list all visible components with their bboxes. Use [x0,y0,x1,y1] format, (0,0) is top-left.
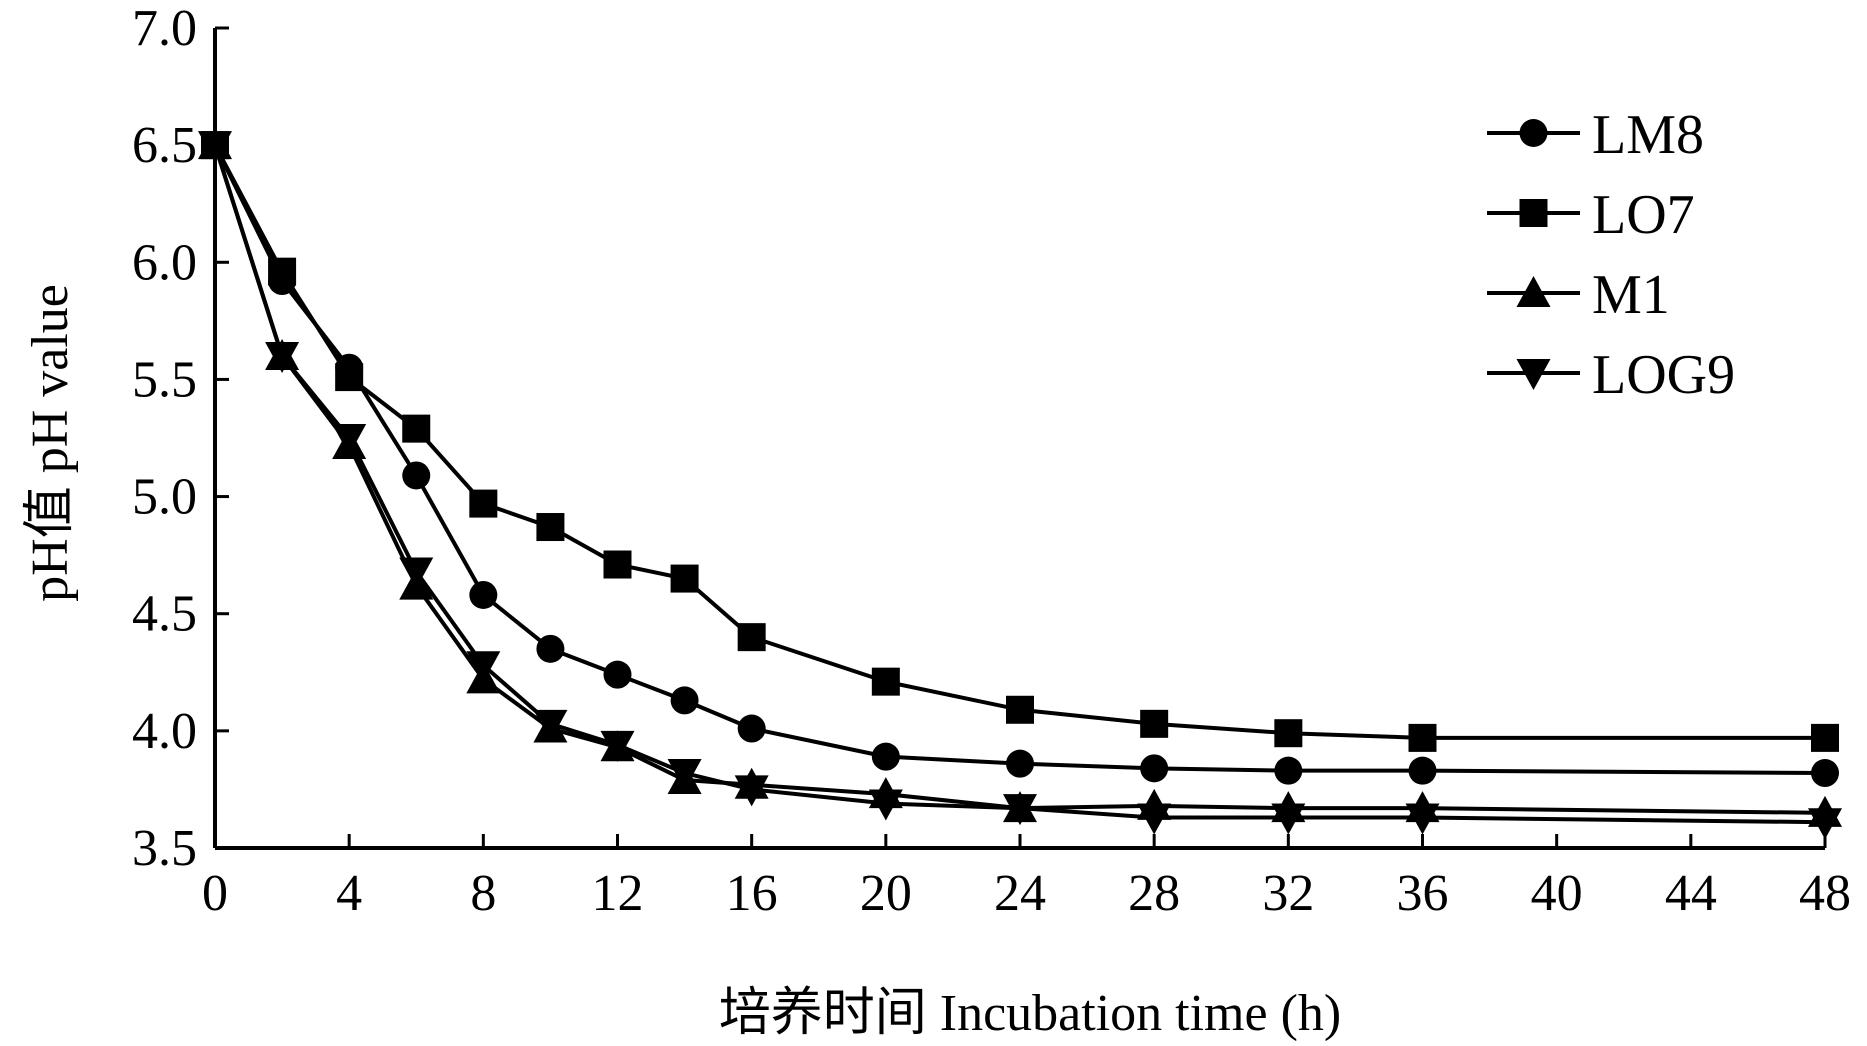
y-tick-label: 3.5 [132,820,197,877]
legend-marker-lo7 [1519,199,1548,227]
data-point-lo7 [536,513,565,542]
data-point-log9 [868,789,903,821]
x-tick-label: 4 [336,865,362,922]
x-axis-title: 培养时间 Incubation time (h) [719,985,1341,1042]
data-point-lm8 [402,461,431,490]
series-log9 [198,131,1842,840]
legend-label: LOG9 [1592,344,1735,406]
legend-marker-log9 [1516,359,1551,390]
x-tick-label: 32 [1262,865,1314,922]
data-point-lm8 [536,634,565,663]
y-tick-label: 4.0 [132,703,197,760]
y-tick-label: 5.0 [132,469,197,526]
legend-label: M1 [1592,264,1670,326]
data-point-log9 [1003,794,1037,826]
data-point-lm8 [603,660,632,689]
data-point-log9 [734,775,769,807]
series-lo7 [201,131,1839,752]
data-point-lo7 [737,623,766,652]
legend-item-log9: LOG9 [1487,344,1735,406]
data-point-log9 [667,759,702,791]
y-tick-label: 6.5 [132,117,197,174]
legend-label: LM8 [1592,104,1704,166]
y-axis-title: pH值 pH value [22,284,79,602]
data-point-log9 [1808,808,1842,840]
data-point-lo7 [469,489,498,518]
data-point-lm8 [871,742,900,771]
series-line-lm8 [213,144,1826,776]
x-ticks: 0 4 8 12 16 20 24 28 32 36 40 44 48 [202,834,1851,922]
data-point-log9 [399,557,434,589]
x-tick-label: 36 [1397,865,1449,922]
data-point-lm8 [670,686,699,715]
data-point-lm8 [1006,749,1034,778]
legend-item-lm8: LM8 [1487,104,1704,166]
data-point-lm8 [1140,754,1169,783]
legend: LM8 LO7 M1 LOG9 [1487,104,1735,406]
x-tick-label: 28 [1128,865,1180,922]
series-line-lo7 [213,144,1825,740]
data-point-lo7 [1274,719,1303,748]
axes [213,28,1825,850]
data-point-lm8 [469,580,498,609]
legend-marker-lm8 [1519,119,1548,147]
y-tick-label: 4.5 [132,586,197,643]
legend-item-lo7: LO7 [1487,184,1695,246]
data-point-lo7 [1006,695,1034,724]
data-point-lo7 [670,564,699,593]
data-point-lo7 [871,667,900,696]
x-tick-label: 40 [1531,865,1583,922]
data-point-lm8 [737,714,766,743]
data-point-lo7 [603,550,632,579]
legend-label: LO7 [1592,184,1695,246]
x-tick-label: 12 [592,865,644,922]
y-tick-label: 7.0 [132,0,197,57]
data-point-log9 [533,709,568,741]
data-point-lm8 [1274,756,1303,785]
data-point-lo7 [1408,723,1437,752]
legend-item-m1: M1 [1487,264,1670,326]
x-tick-label: 48 [1799,865,1851,922]
data-point-lo7 [335,363,364,392]
data-point-lo7 [402,414,431,443]
y-tick-label: 6.0 [132,234,197,291]
legend-marker-m1 [1516,276,1551,307]
data-point-log9 [1271,803,1306,835]
data-point-lm8 [1408,756,1437,785]
data-point-log9 [466,651,501,683]
y-tick-label: 5.5 [132,351,197,408]
x-tick-label: 20 [860,865,912,922]
data-point-lo7 [268,257,297,286]
x-tick-label: 44 [1665,865,1717,922]
data-point-log9 [332,424,367,455]
x-tick-label: 0 [202,865,228,922]
data-point-log9 [1137,803,1172,835]
series-group [198,128,1842,840]
data-point-log9 [198,131,232,163]
x-tick-label: 8 [470,865,496,922]
data-point-log9 [600,730,635,762]
data-point-log9 [1405,803,1440,835]
x-tick-label: 16 [726,865,778,922]
y-ticks: 3.5 4.0 4.5 5.0 5.5 6.0 6.5 7.0 [132,0,229,877]
data-point-lm8 [1811,759,1839,788]
data-point-lo7 [1140,709,1169,738]
data-point-lo7 [1811,723,1839,752]
x-tick-label: 24 [994,865,1046,922]
data-point-log9 [265,342,300,373]
